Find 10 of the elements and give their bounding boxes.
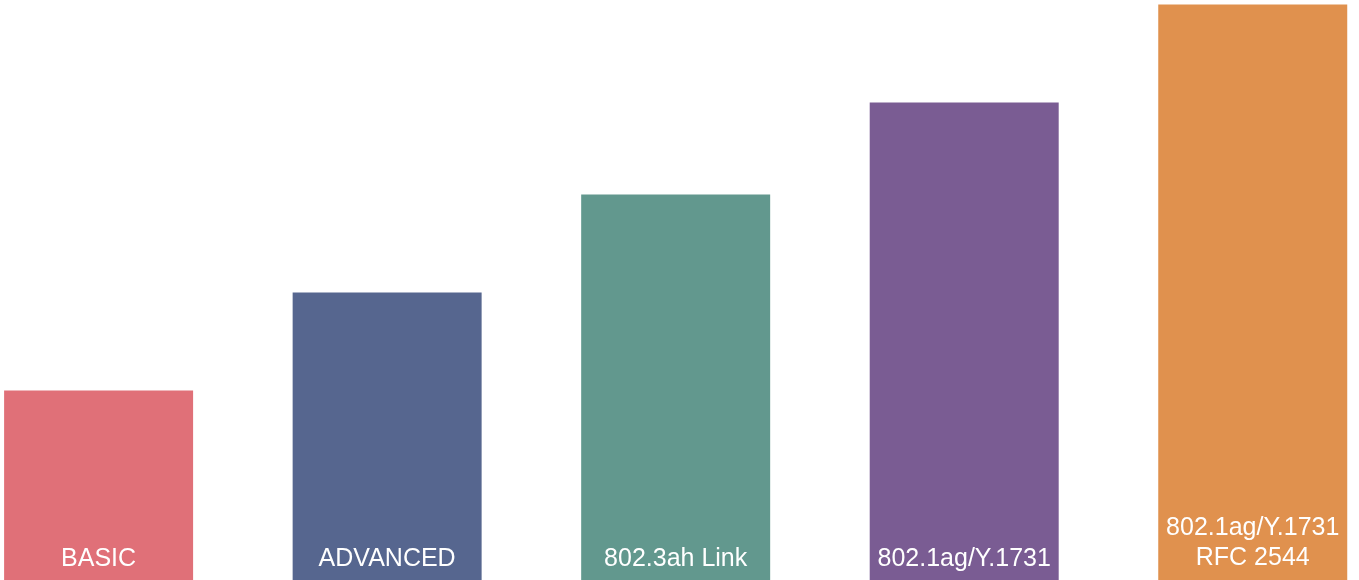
bar	[292, 292, 482, 580]
x-tick-label: 802.1ag/Y.1731 RFC 2544	[1166, 511, 1340, 571]
x-tick-label: 802.3ah Link	[604, 542, 748, 571]
bar	[581, 194, 771, 580]
x-tick-label: BASIC	[61, 542, 137, 571]
bar	[4, 390, 194, 580]
bar	[1158, 4, 1348, 580]
x-tick-label: ADVANCED	[318, 542, 456, 571]
bar	[869, 102, 1059, 580]
x-tick-label: 802.1ag/Y.1731	[877, 542, 1051, 571]
